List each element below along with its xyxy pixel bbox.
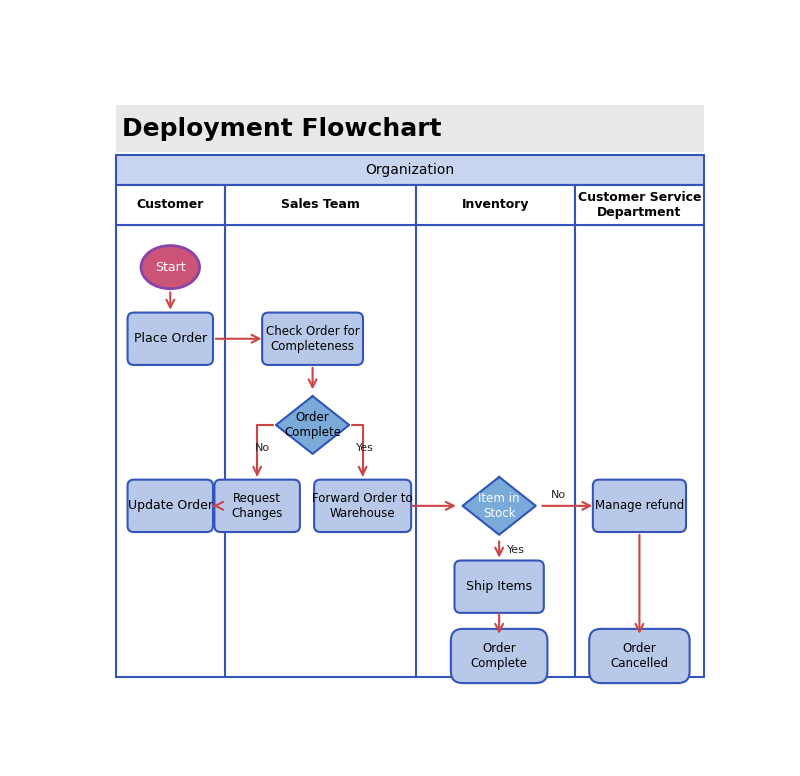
FancyBboxPatch shape — [590, 629, 690, 683]
FancyBboxPatch shape — [451, 629, 547, 683]
Text: Deployment Flowchart: Deployment Flowchart — [122, 116, 442, 140]
Text: Ship Items: Ship Items — [466, 580, 532, 593]
Ellipse shape — [141, 245, 199, 289]
Polygon shape — [276, 396, 349, 454]
FancyBboxPatch shape — [574, 185, 704, 225]
Text: Sales Team: Sales Team — [281, 199, 360, 211]
Text: Request
Changes: Request Changes — [231, 492, 283, 520]
Text: No: No — [254, 443, 270, 453]
FancyBboxPatch shape — [116, 185, 225, 225]
Text: No: No — [551, 490, 566, 500]
Text: Yes: Yes — [507, 545, 525, 555]
Text: Manage refund: Manage refund — [595, 499, 684, 512]
FancyBboxPatch shape — [593, 480, 686, 532]
Text: Forward Order to
Warehouse: Forward Order to Warehouse — [312, 492, 413, 520]
Text: Start: Start — [155, 261, 186, 274]
Text: Order
Complete: Order Complete — [284, 411, 341, 439]
FancyBboxPatch shape — [116, 106, 704, 151]
Text: Check Order for
Completeness: Check Order for Completeness — [266, 324, 359, 353]
FancyBboxPatch shape — [116, 225, 704, 677]
Text: Yes: Yes — [356, 443, 374, 453]
Text: Customer: Customer — [137, 199, 204, 211]
FancyBboxPatch shape — [214, 480, 300, 532]
FancyBboxPatch shape — [416, 185, 574, 225]
Text: Organization: Organization — [366, 163, 454, 177]
FancyBboxPatch shape — [225, 185, 416, 225]
Text: Update Order: Update Order — [128, 499, 213, 512]
FancyBboxPatch shape — [127, 480, 213, 532]
Text: Order
Cancelled: Order Cancelled — [610, 642, 669, 670]
FancyBboxPatch shape — [262, 313, 363, 365]
Text: Order
Complete: Order Complete — [470, 642, 528, 670]
Text: Inventory: Inventory — [462, 199, 529, 211]
FancyBboxPatch shape — [314, 480, 411, 532]
Text: Item in
Stock: Item in Stock — [478, 492, 520, 520]
FancyBboxPatch shape — [454, 560, 544, 613]
Text: Customer Service
Department: Customer Service Department — [578, 191, 701, 219]
FancyBboxPatch shape — [116, 155, 704, 185]
Polygon shape — [462, 477, 536, 535]
Text: Place Order: Place Order — [134, 332, 207, 345]
FancyBboxPatch shape — [127, 313, 213, 365]
